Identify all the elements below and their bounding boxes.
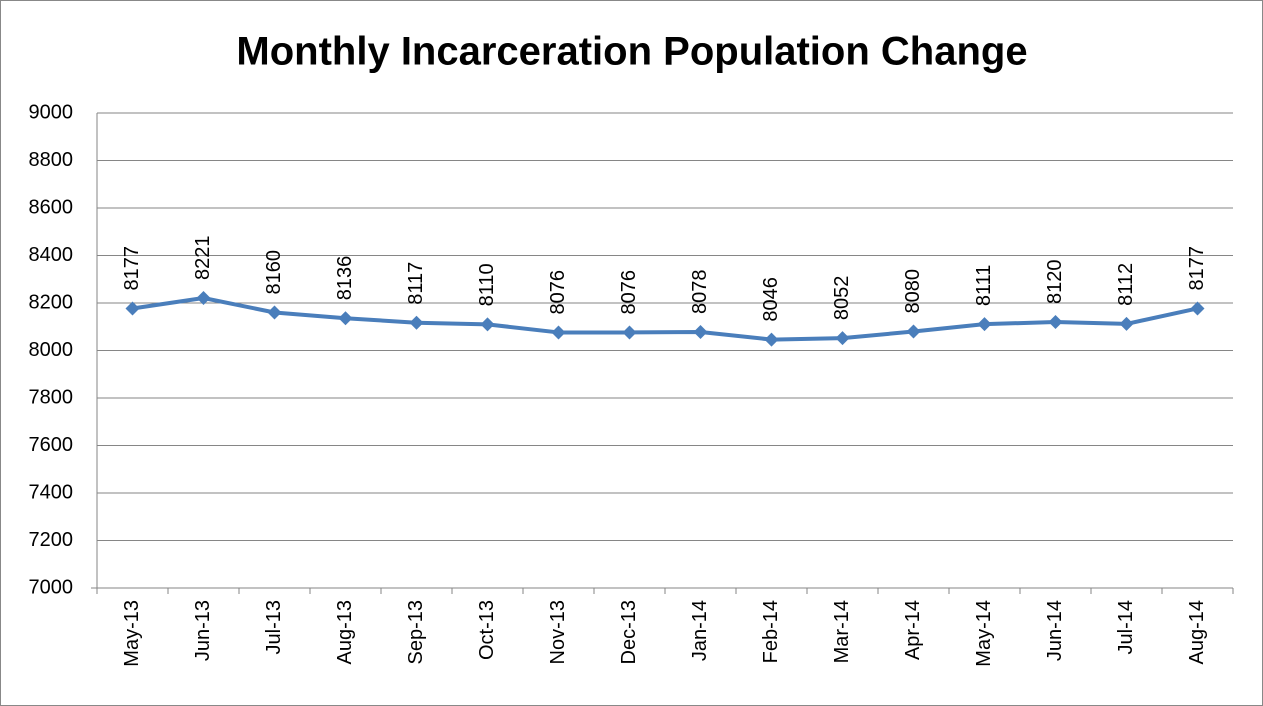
data-label: 8111 bbox=[973, 265, 995, 307]
y-tick-label: 7200 bbox=[29, 529, 74, 551]
data-label: 8177 bbox=[121, 246, 143, 291]
data-label: 8046 bbox=[760, 277, 782, 322]
x-tick-label: Nov-13 bbox=[547, 600, 569, 664]
x-tick-label: Apr-14 bbox=[902, 600, 924, 660]
chart-title: Monthly Incarceration Population Change bbox=[236, 30, 1027, 74]
x-tick-label: Dec-13 bbox=[618, 600, 640, 664]
data-label: 8160 bbox=[263, 250, 285, 295]
data-point bbox=[1119, 316, 1134, 331]
data-point bbox=[196, 291, 211, 306]
data-point bbox=[125, 301, 140, 316]
data-point bbox=[693, 324, 708, 339]
y-tick-label: 7000 bbox=[29, 576, 74, 598]
data-point bbox=[1048, 315, 1063, 329]
data-point bbox=[409, 315, 424, 330]
data-point bbox=[906, 324, 921, 339]
data-point bbox=[764, 332, 779, 347]
data-label: 8078 bbox=[689, 269, 711, 314]
x-tick-label: Feb-14 bbox=[760, 600, 782, 663]
x-tick-label: May-13 bbox=[121, 600, 143, 667]
x-tick-label: May-14 bbox=[973, 600, 995, 667]
x-tick-label: Jul-13 bbox=[263, 600, 285, 654]
y-tick-label: 9000 bbox=[29, 101, 74, 123]
data-point bbox=[267, 305, 282, 320]
data-label: 8120 bbox=[1044, 260, 1066, 305]
data-point bbox=[835, 331, 850, 346]
data-point bbox=[977, 317, 992, 332]
data-label: 8052 bbox=[831, 276, 853, 321]
x-tick-label: Jun-14 bbox=[1044, 600, 1066, 661]
data-label: 8177 bbox=[1186, 246, 1208, 291]
x-tick-label: Oct-13 bbox=[476, 600, 498, 660]
data-label: 8136 bbox=[334, 256, 356, 301]
data-point bbox=[480, 317, 495, 332]
x-tick-label: Aug-13 bbox=[334, 600, 356, 665]
x-tick-label: Jul-14 bbox=[1115, 600, 1137, 654]
data-label: 8076 bbox=[547, 270, 569, 315]
data-point bbox=[1190, 301, 1205, 316]
data-label: 8221 bbox=[192, 236, 214, 281]
data-label: 8112 bbox=[1115, 263, 1137, 306]
y-tick-label: 8200 bbox=[29, 291, 74, 313]
data-label: 8117 bbox=[405, 262, 427, 305]
y-tick-label: 7800 bbox=[29, 386, 74, 408]
y-tick-label: 7400 bbox=[29, 481, 74, 503]
y-tick-label: 8600 bbox=[29, 196, 74, 218]
data-point bbox=[338, 311, 353, 326]
data-point bbox=[622, 325, 637, 340]
y-tick-label: 7600 bbox=[29, 434, 74, 456]
data-label: 8080 bbox=[902, 269, 924, 314]
x-tick-label: Mar-14 bbox=[831, 600, 853, 663]
x-tick-label: Aug-14 bbox=[1186, 600, 1208, 665]
y-tick-label: 8000 bbox=[29, 339, 74, 361]
y-tick-label: 8400 bbox=[29, 244, 74, 266]
y-tick-label: 8800 bbox=[29, 149, 74, 171]
data-label: 8076 bbox=[618, 270, 640, 315]
data-point bbox=[551, 325, 566, 340]
x-tick-label: Sep-13 bbox=[405, 600, 427, 665]
x-tick-label: Jun-13 bbox=[192, 600, 214, 661]
data-label: 8110 bbox=[476, 263, 498, 306]
data-line bbox=[132, 296, 1198, 342]
x-tick-label: Jan-14 bbox=[689, 600, 711, 661]
